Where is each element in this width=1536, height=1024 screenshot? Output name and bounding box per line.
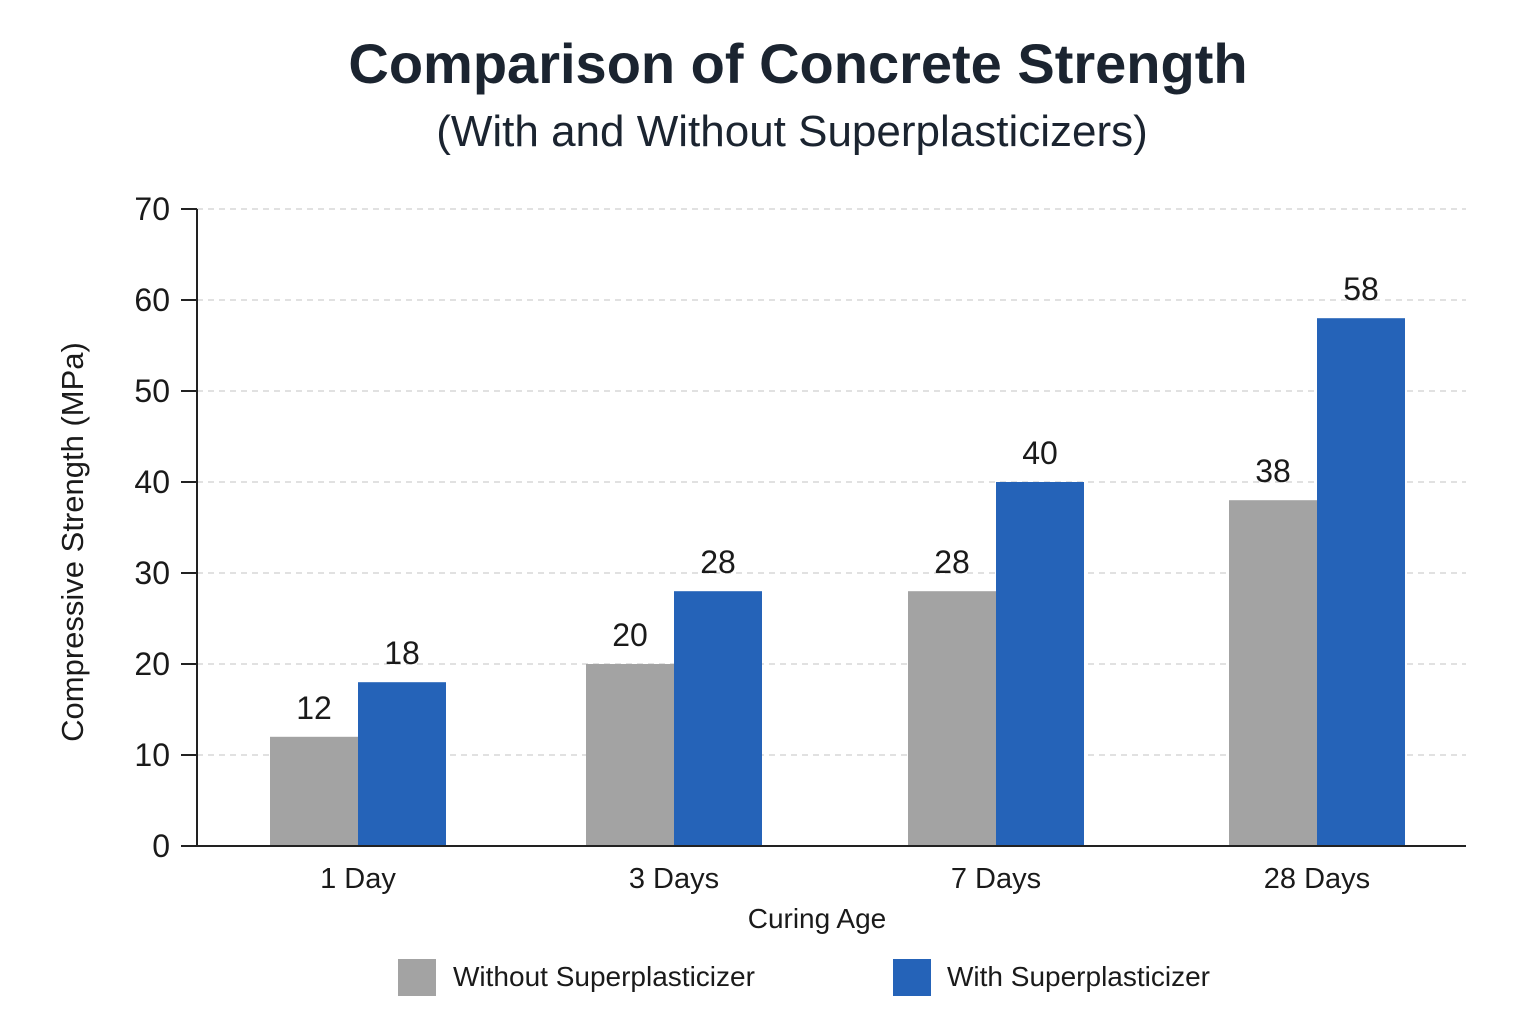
data-label-without-superplasticizer-1-day: 12: [296, 690, 332, 726]
y-tick-label-40: 40: [134, 464, 170, 500]
x-tick-label-28-days: 28 Days: [1264, 863, 1370, 895]
y-axis-title: Compressive Strength (MPa): [55, 342, 90, 742]
y-tick-label-10: 10: [134, 737, 170, 773]
chart-title: Comparison of Concrete Strength: [348, 32, 1247, 95]
data-label-without-superplasticizer-7-days: 28: [934, 544, 970, 580]
chart-subtitle: (With and Without Superplasticizers): [436, 107, 1148, 156]
data-labels: 12 18 20 28 28 40 38 58: [296, 271, 1379, 726]
legend-swatch-without-superplasticizer: [398, 959, 436, 996]
bar-without-superplasticizer-7-days: [908, 591, 996, 846]
y-tick-label-50: 50: [134, 373, 170, 409]
x-axis-title: Curing Age: [748, 903, 887, 934]
legend-label-with-superplasticizer: With Superplasticizer: [947, 961, 1210, 992]
x-tick-label-7-days: 7 Days: [951, 863, 1041, 895]
legend: Without Superplasticizer With Superplast…: [398, 959, 1210, 996]
bar-without-superplasticizer-1-day: [270, 736, 358, 846]
bar-without-superplasticizer-3-days: [586, 664, 674, 846]
legend-label-without-superplasticizer: Without Superplasticizer: [453, 961, 755, 992]
data-label-with-superplasticizer-7-days: 40: [1022, 435, 1058, 471]
bar-with-superplasticizer-28-days: [1317, 318, 1405, 846]
x-axis-ticks: 1 Day 3 Days 7 Days 28 Days: [320, 863, 1370, 895]
legend-swatch-with-superplasticizer: [893, 959, 931, 996]
y-tick-label-30: 30: [134, 555, 170, 591]
data-label-with-superplasticizer-1-day: 18: [384, 635, 420, 671]
y-tick-label-70: 70: [134, 191, 170, 227]
y-tick-label-20: 20: [134, 646, 170, 682]
bar-without-superplasticizer-28-days: [1229, 500, 1317, 846]
y-axis-ticks: 0 10 20 30 40 50 60 70: [134, 191, 197, 864]
data-label-without-superplasticizer-3-days: 20: [612, 617, 648, 653]
bar-with-superplasticizer-1-day: [358, 682, 446, 846]
bars: [270, 318, 1405, 846]
bar-with-superplasticizer-3-days: [674, 591, 762, 846]
data-label-without-superplasticizer-28-days: 38: [1255, 453, 1291, 489]
data-label-with-superplasticizer-28-days: 58: [1343, 271, 1379, 307]
x-tick-label-3-days: 3 Days: [629, 863, 719, 895]
y-tick-label-0: 0: [152, 828, 170, 864]
y-tick-label-60: 60: [134, 282, 170, 318]
data-label-with-superplasticizer-3-days: 28: [700, 544, 736, 580]
bar-with-superplasticizer-7-days: [996, 482, 1084, 846]
x-tick-label-1-day: 1 Day: [320, 863, 396, 895]
